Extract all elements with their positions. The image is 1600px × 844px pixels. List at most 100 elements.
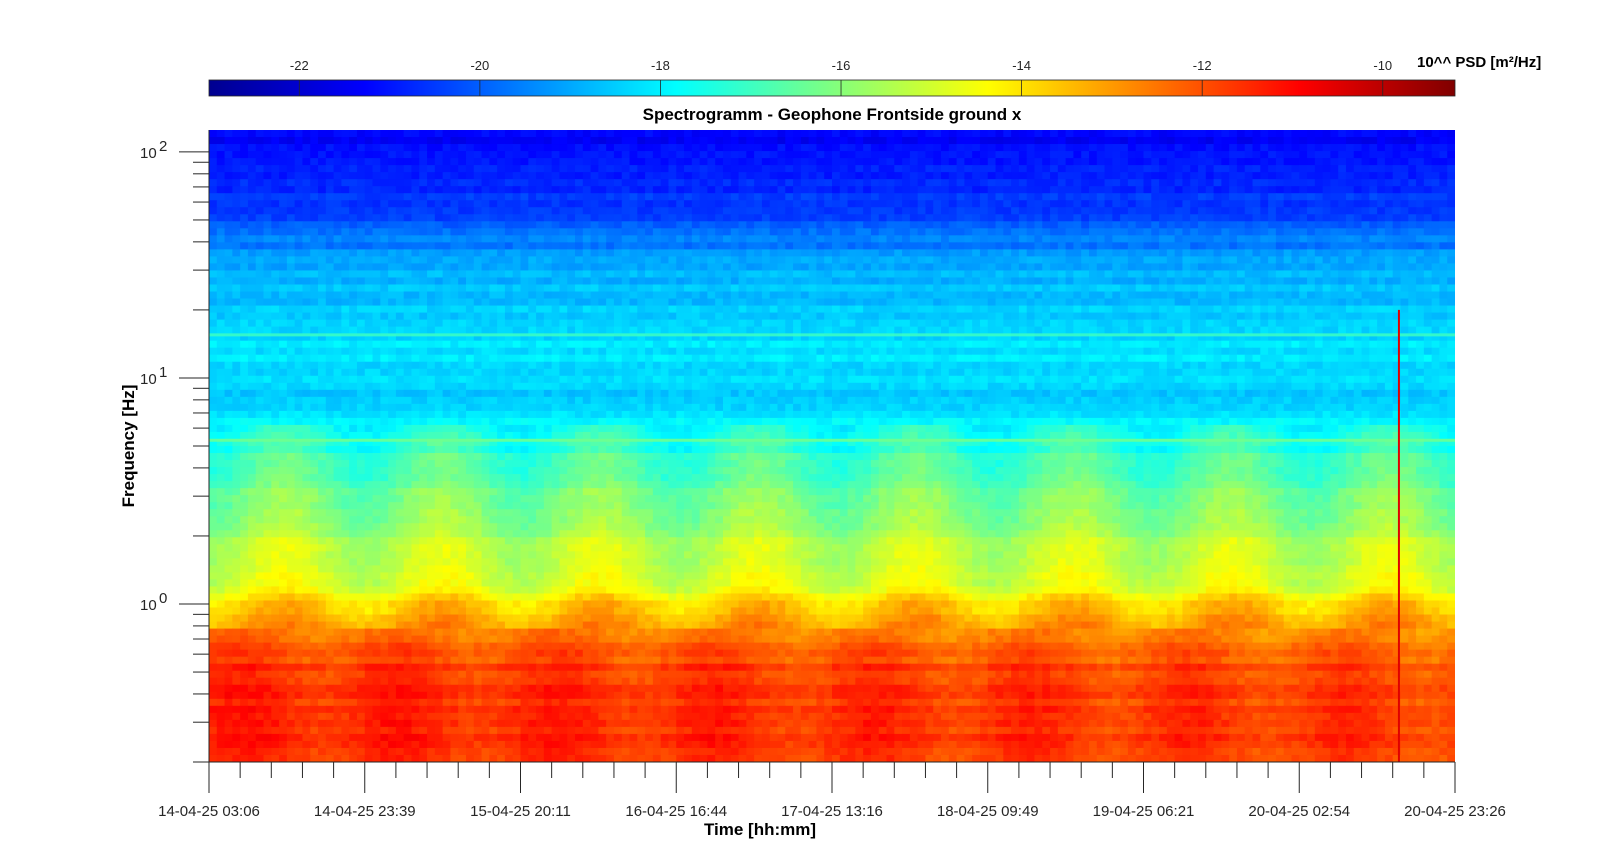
heatmap-cell: [816, 277, 825, 286]
heatmap-cell: [520, 200, 529, 208]
heatmap-cell: [730, 221, 740, 229]
heatmap-cell: [1322, 158, 1331, 166]
heatmap-cell: [715, 256, 724, 265]
heatmap-cell: [746, 333, 755, 342]
heatmap-cell: [1003, 207, 1012, 215]
heatmap-cell: [606, 214, 615, 222]
heatmap-cell: [1369, 228, 1378, 236]
heatmap-cell: [793, 186, 802, 194]
heatmap-cell: [1384, 228, 1394, 236]
heatmap-cell: [1236, 256, 1246, 265]
heatmap-cell: [722, 298, 732, 307]
heatmap-cell: [333, 347, 342, 356]
heatmap-cell: [528, 186, 537, 194]
heatmap-cell: [489, 221, 498, 229]
heatmap-cell: [964, 214, 973, 222]
heatmap-cell: [1299, 291, 1308, 300]
heatmap-cell: [691, 312, 701, 321]
heatmap-cell: [676, 333, 685, 342]
heatmap-cell: [987, 326, 997, 335]
heatmap-cell: [1127, 333, 1137, 342]
heatmap-cell: [824, 263, 833, 272]
heatmap-cell: [333, 137, 342, 145]
heatmap-cell: [1260, 186, 1269, 194]
heatmap-cell: [785, 291, 794, 300]
heatmap-cell: [972, 270, 981, 279]
heatmap-cell: [575, 326, 584, 335]
heatmap-cell: [1034, 165, 1043, 173]
heatmap-cell: [1447, 340, 1455, 349]
heatmap-cell: [1408, 312, 1417, 321]
heatmap-cell: [1151, 221, 1160, 229]
heatmap-cell: [909, 312, 919, 321]
heatmap-cell: [668, 263, 677, 272]
heatmap-cell: [1416, 200, 1425, 208]
heatmap-cell: [1260, 221, 1269, 229]
heatmap-cell: [1018, 172, 1028, 180]
heatmap-cell: [489, 277, 498, 286]
heatmap-cell: [870, 179, 880, 187]
heatmap-cell: [839, 214, 849, 222]
heatmap-cell: [224, 340, 233, 349]
heatmap-cell: [364, 249, 374, 257]
heatmap-cell: [1034, 284, 1043, 293]
heatmap-cell: [333, 144, 342, 152]
heatmap-cell: [917, 193, 927, 201]
heatmap-cell: [1431, 144, 1441, 152]
heatmap-cell: [512, 186, 522, 194]
heatmap-cell: [738, 270, 747, 279]
heatmap-cell: [1291, 186, 1300, 194]
heatmap-cell: [909, 305, 919, 314]
heatmap-cell: [987, 319, 997, 328]
heatmap-cell: [1408, 333, 1417, 342]
heatmap-cell: [543, 333, 553, 342]
heatmap-cell: [839, 333, 849, 342]
heatmap-cell: [481, 179, 490, 187]
heatmap-cell: [1447, 319, 1455, 328]
heatmap-cell: [730, 179, 740, 187]
heatmap-cell: [808, 305, 818, 314]
heatmap-cell: [1081, 319, 1090, 328]
heatmap-cell: [995, 312, 1004, 321]
heatmap-cell: [1065, 312, 1075, 321]
heatmap-cell: [894, 284, 903, 293]
heatmap-cell: [629, 256, 638, 265]
heatmap-cell: [925, 326, 934, 335]
heatmap-cell: [886, 333, 895, 342]
heatmap-cell: [232, 277, 241, 286]
heatmap-cell: [271, 298, 280, 307]
heatmap-cell: [1120, 284, 1129, 293]
heatmap-cell: [878, 235, 888, 243]
heatmap-cell: [1088, 151, 1098, 159]
heatmap-cell: [987, 158, 997, 166]
heatmap-cell: [427, 242, 436, 250]
heatmap-cell: [699, 165, 708, 173]
heatmap-cell: [1011, 214, 1020, 222]
heatmap-cell: [1338, 130, 1347, 138]
heatmap-cell: [1423, 263, 1433, 272]
heatmap-cell: [691, 200, 701, 208]
heatmap-cell: [668, 319, 677, 328]
heatmap-cell: [925, 130, 934, 138]
heatmap-cell: [1166, 137, 1176, 145]
heatmap-cell: [987, 221, 997, 229]
heatmap-cell: [1268, 137, 1277, 145]
heatmap-cell: [1003, 137, 1012, 145]
heatmap-cell: [863, 291, 872, 300]
heatmap-cell: [1260, 144, 1269, 152]
heatmap-cell: [832, 137, 841, 145]
heatmap-cell: [1283, 214, 1293, 222]
heatmap-cell: [847, 291, 856, 300]
heatmap-cell: [294, 179, 304, 187]
heatmap-cell: [684, 319, 693, 328]
heatmap-cell: [1057, 228, 1067, 236]
heatmap-cell: [870, 249, 880, 257]
heatmap-cell: [551, 228, 561, 236]
heatmap-cell: [769, 137, 779, 145]
heatmap-cell: [1299, 277, 1308, 286]
heatmap-cell: [676, 200, 685, 208]
heatmap-cell: [1392, 235, 1402, 243]
heatmap-cell: [1361, 340, 1370, 349]
heatmap-cell: [395, 326, 405, 335]
heatmap-cell: [458, 144, 467, 152]
